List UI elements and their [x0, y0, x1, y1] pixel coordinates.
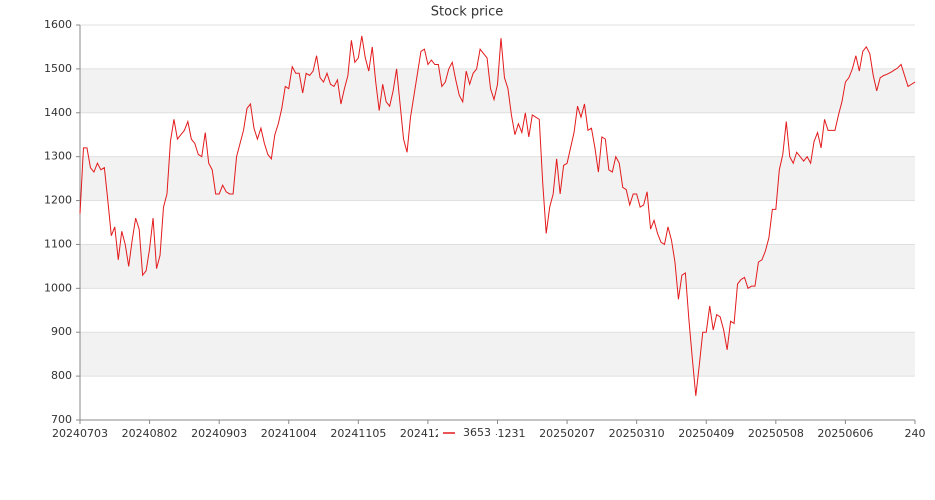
x-tick-label: 20240703	[52, 427, 108, 440]
x-tick-label: 20250207	[539, 427, 595, 440]
x-tick-label: 20250409	[678, 427, 734, 440]
x-tick-label: 20241105	[330, 427, 386, 440]
y-tick-label: 1100	[44, 237, 72, 250]
x-tick-label: 20241004	[261, 427, 317, 440]
x-tick-label: 20250310	[609, 427, 665, 440]
grid-band	[80, 332, 915, 377]
y-tick-label: 700	[51, 413, 72, 426]
legend-box	[438, 424, 496, 442]
y-tick-label: 1600	[44, 18, 72, 31]
y-tick-label: 1300	[44, 150, 72, 163]
x-tick-label: 20250508	[748, 427, 804, 440]
x-tick-label: 240	[905, 427, 926, 440]
y-tick-label: 1000	[44, 281, 72, 294]
y-tick-label: 800	[51, 369, 72, 382]
y-tick-label: 900	[51, 325, 72, 338]
x-tick-label: 20240802	[122, 427, 178, 440]
y-tick-label: 1200	[44, 194, 72, 207]
line-series	[79, 35, 916, 396]
legend-label: 3653	[463, 426, 491, 439]
grid-band	[80, 156, 915, 201]
grid-band	[80, 68, 915, 113]
chart-title: Stock price	[431, 5, 503, 20]
x-tick-label: 20240903	[191, 427, 247, 440]
y-tick-label: 1500	[44, 62, 72, 75]
grid-band	[80, 244, 915, 289]
x-tick-label: 20250606	[817, 427, 873, 440]
y-tick-label: 1400	[44, 106, 72, 119]
